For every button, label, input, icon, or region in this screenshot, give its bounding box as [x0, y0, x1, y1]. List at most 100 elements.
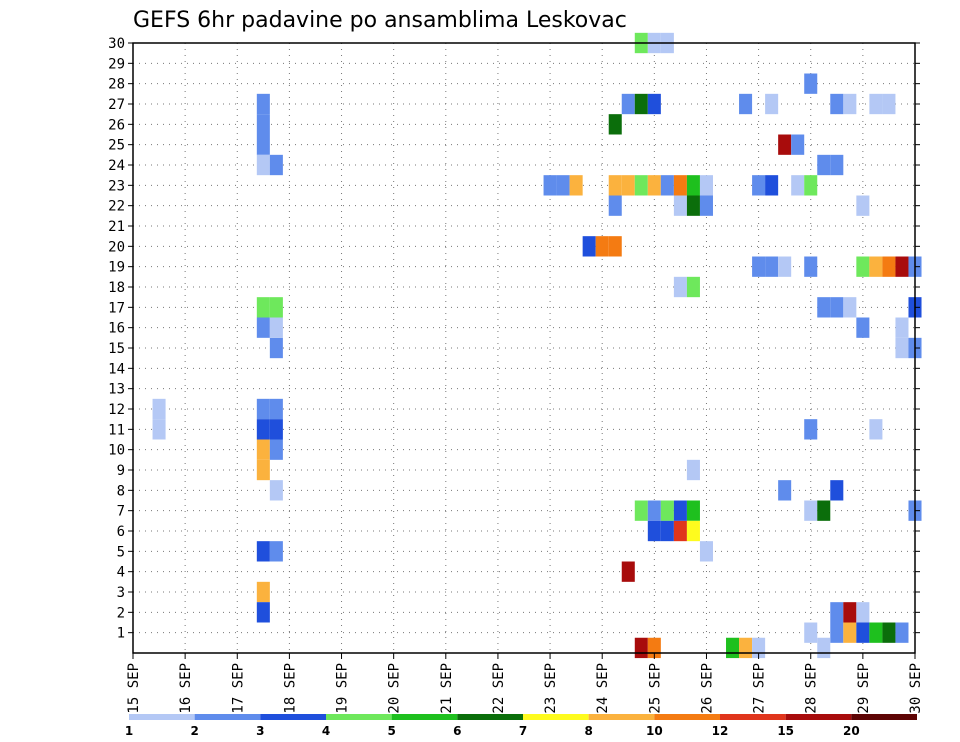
heatmap-cell: [699, 195, 713, 216]
heatmap-cell: [269, 337, 283, 359]
heatmap-cell: [256, 317, 270, 338]
heatmap-cell: [765, 256, 779, 277]
legend-swatch: [720, 714, 786, 720]
color-legend: 1 2 3 4 5 6 7 8 10 12 15 20: [125, 714, 917, 738]
legend-swatch: [129, 714, 195, 720]
heatmap-cell: [634, 500, 648, 521]
y-tick-label: 29: [108, 56, 125, 72]
heatmap-cell: [817, 637, 831, 659]
heatmap-cell: [673, 520, 687, 542]
heatmap-cell: [256, 114, 270, 135]
heatmap-cell: [256, 459, 270, 481]
legend-swatch: [654, 714, 720, 720]
heatmap-cell: [856, 622, 870, 643]
y-tick-label: 5: [117, 544, 125, 560]
heatmap-cell: [830, 622, 844, 643]
x-tick-label: 27 SEP: [752, 663, 768, 714]
heatmap-cell: [256, 541, 270, 562]
heatmap-cell: [869, 419, 883, 440]
heatmap-cell: [152, 419, 166, 440]
heatmap-cell: [843, 602, 857, 623]
heatmap-cell: [856, 195, 870, 216]
legend-label: 6: [453, 724, 461, 738]
heatmap-cell: [882, 622, 896, 643]
heatmap-cell: [608, 114, 622, 135]
heatmap-cell: [256, 134, 270, 155]
y-tick-label: 15: [108, 341, 125, 357]
legend-label: 15: [777, 724, 794, 738]
heatmap-cell: [686, 175, 700, 196]
heatmap-cell: [647, 500, 661, 521]
heatmap-cell: [882, 256, 896, 277]
heatmap-cell: [569, 175, 583, 196]
heatmap-cell: [804, 175, 818, 196]
heatmap-cell: [660, 500, 674, 521]
y-tick-label: 23: [108, 178, 125, 194]
y-tick-label: 6: [117, 524, 125, 540]
heatmap-cell: [686, 276, 700, 298]
heatmap-cell: [673, 500, 687, 521]
legend-swatch: [523, 714, 589, 720]
x-tick-label: 18 SEP: [282, 663, 298, 714]
y-tick-label: 4: [117, 565, 125, 581]
heatmap-cell: [791, 134, 805, 155]
heatmap-cell: [843, 297, 857, 318]
heatmap-cell: [647, 93, 661, 115]
legend-label: 12: [712, 724, 729, 738]
chart-title: GEFS 6hr padavine po ansamblima Leskovac: [133, 8, 627, 33]
x-tick-label: 26 SEP: [699, 663, 715, 714]
heatmap-cell: [830, 602, 844, 623]
y-tick-label: 2: [117, 605, 125, 621]
y-tick-label: 16: [108, 321, 125, 337]
heatmap-cell: [817, 500, 831, 521]
y-tick-label: 17: [108, 300, 125, 316]
heatmap-cell: [686, 500, 700, 521]
legend-swatch: [588, 714, 655, 720]
y-tick-label: 22: [108, 199, 125, 215]
y-tick-label: 12: [108, 402, 125, 418]
heatmap-cell: [582, 236, 596, 257]
heatmap-cell: [634, 175, 648, 196]
heatmap-cell: [269, 154, 283, 176]
legend-swatch: [785, 714, 852, 720]
heatmap-cell: [830, 154, 844, 176]
heatmap-cell: [895, 622, 909, 643]
heatmap-cell: [804, 622, 818, 643]
legend-label: 20: [843, 724, 860, 738]
legend-label: 2: [190, 724, 198, 738]
heatmap-cell: [256, 602, 270, 623]
y-tick-label: 21: [108, 219, 125, 235]
y-axis: 1234567891011121314151617181920212223242…: [108, 36, 920, 642]
x-tick-label: 28 SEP: [804, 663, 820, 714]
heatmap-cell: [608, 236, 622, 257]
heatmap-cell: [869, 93, 883, 115]
y-tick-label: 3: [117, 585, 125, 601]
x-tick-label: 22 SEP: [491, 663, 507, 714]
y-tick-label: 27: [108, 97, 125, 113]
heatmap-cell: [256, 439, 270, 460]
heatmap-cell: [686, 520, 700, 542]
heatmap-cell: [634, 93, 648, 115]
heatmap-cell: [895, 256, 909, 277]
heatmap-cell: [778, 134, 792, 155]
heatmap-cell: [869, 622, 883, 643]
heatmap-cell: [634, 637, 648, 659]
heatmap-cell: [843, 622, 857, 643]
heatmap-cell: [543, 175, 557, 196]
heatmap-cell: [269, 398, 283, 420]
heatmap-cell: [699, 175, 713, 196]
x-tick-label: 23 SEP: [543, 663, 559, 714]
x-tick-label: 24 SEP: [595, 663, 611, 714]
heatmap-cell: [595, 236, 609, 257]
heatmap-cell: [673, 195, 687, 216]
heatmap-cell: [830, 480, 844, 501]
y-tick-label: 10: [108, 443, 125, 459]
heatmap-cell: [269, 419, 283, 440]
heatmap-cell: [269, 297, 283, 318]
legend-label: 3: [256, 724, 264, 738]
x-tick-label: 17 SEP: [230, 663, 246, 714]
x-tick-label: 30 SEP: [908, 663, 924, 714]
legend-swatch: [194, 714, 261, 720]
legend-label: 10: [646, 724, 663, 738]
x-tick-label: 15 SEP: [126, 663, 142, 714]
